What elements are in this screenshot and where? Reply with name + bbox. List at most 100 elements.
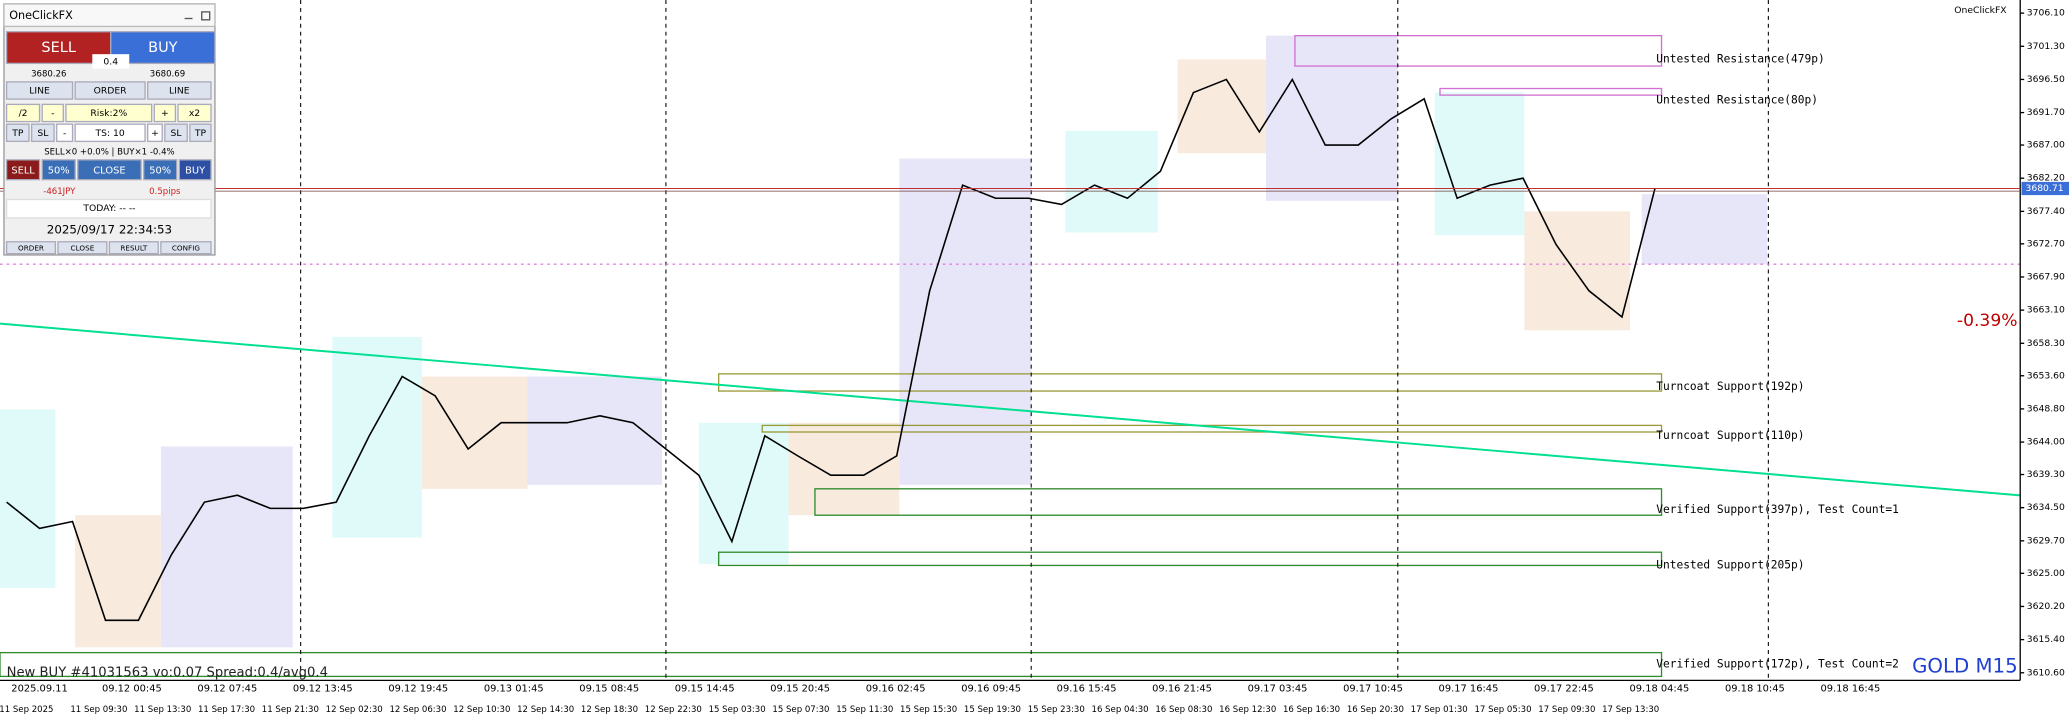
time-label: 09.16 21:45 bbox=[1152, 683, 1212, 694]
date-label: 15 Sep 03:30 bbox=[709, 705, 766, 715]
panel-label[interactable]: SL bbox=[171, 128, 183, 139]
grid-separators bbox=[300, 0, 1769, 681]
zone-label: Verified Support(397p), Test Count=1 bbox=[1656, 503, 1899, 516]
time-label: 09.17 10:45 bbox=[1343, 683, 1403, 694]
panel-button[interactable] bbox=[189, 123, 212, 143]
time-label: 09.16 02:45 bbox=[866, 683, 926, 694]
panel-label[interactable]: ORDER bbox=[94, 86, 128, 97]
panel-label[interactable]: Risk:2% bbox=[90, 108, 127, 119]
date-label: 17 Sep 09:30 bbox=[1538, 705, 1595, 715]
panel-label[interactable]: - bbox=[63, 128, 66, 139]
panel-label[interactable]: TP bbox=[194, 128, 207, 139]
panel-button[interactable] bbox=[74, 123, 146, 143]
date-label: 15 Sep 07:30 bbox=[772, 705, 829, 715]
zone-label: Untested Resistance(479p) bbox=[1656, 52, 1824, 65]
date-label: 12 Sep 10:30 bbox=[453, 705, 510, 715]
panel-label[interactable]: LINE bbox=[169, 86, 190, 97]
pnl: -461JPY bbox=[43, 187, 76, 197]
y-tick-label: 3682.20 bbox=[2027, 173, 2065, 184]
action-label[interactable]: 50% bbox=[48, 165, 70, 176]
panel-button[interactable] bbox=[65, 103, 153, 123]
footer-label[interactable]: ORDER bbox=[18, 243, 44, 252]
panel-label[interactable]: + bbox=[151, 128, 159, 139]
panel-button[interactable] bbox=[30, 123, 55, 143]
spread: 0.4 bbox=[103, 57, 118, 68]
y-tick-label: 3701.30 bbox=[2027, 41, 2065, 52]
panel-button[interactable] bbox=[153, 103, 177, 123]
change-label: -0.39% bbox=[1957, 311, 2018, 331]
date-label: 11 Sep 21:30 bbox=[262, 705, 319, 715]
y-tick-label: 3615.40 bbox=[2027, 634, 2065, 645]
panel-button[interactable] bbox=[41, 103, 64, 123]
date-label: 12 Sep 22:30 bbox=[645, 705, 702, 715]
date-label: 15 Sep 15:30 bbox=[900, 705, 957, 715]
y-tick-label: 3629.70 bbox=[2027, 535, 2065, 546]
y-tick-label: 3687.00 bbox=[2027, 140, 2065, 151]
today-box bbox=[5, 198, 212, 219]
date-label: 15 Sep 19:30 bbox=[964, 705, 1021, 715]
panel-label[interactable]: TP bbox=[11, 128, 24, 139]
time-label: 09.12 19:45 bbox=[388, 683, 448, 694]
date-label: 11 Sep 2025 bbox=[0, 705, 53, 715]
panel-button[interactable] bbox=[5, 81, 74, 100]
footer-button[interactable] bbox=[108, 241, 159, 255]
footer-button[interactable] bbox=[57, 241, 108, 255]
zone-label: Untested Support(205p) bbox=[1656, 558, 1804, 571]
footer-label[interactable]: CONFIG bbox=[172, 243, 200, 252]
footer-label[interactable]: CLOSE bbox=[71, 243, 95, 252]
action-label[interactable]: BUY bbox=[185, 165, 206, 176]
price-line bbox=[6, 77, 1656, 622]
action-button[interactable] bbox=[41, 159, 76, 181]
ask: 3680.69 bbox=[150, 69, 185, 79]
date-label: 15 Sep 11:30 bbox=[836, 705, 893, 715]
y-tick-label: 3706.10 bbox=[2027, 8, 2065, 19]
action-button[interactable] bbox=[5, 159, 41, 181]
zone-label: Untested Resistance(80p) bbox=[1656, 93, 1818, 106]
action-label[interactable]: SELL bbox=[11, 165, 35, 176]
date-label: 17 Sep 01:30 bbox=[1411, 705, 1468, 715]
panel-button[interactable] bbox=[164, 123, 188, 143]
date-label: 12 Sep 02:30 bbox=[326, 705, 383, 715]
panel-label[interactable]: TS: 10 bbox=[94, 128, 124, 139]
panel-label[interactable]: LINE bbox=[29, 86, 50, 97]
action-button[interactable] bbox=[178, 159, 212, 181]
y-tick-label: 3620.20 bbox=[2027, 601, 2065, 612]
y-tick-label: 3691.70 bbox=[2027, 107, 2065, 118]
buy-label[interactable]: BUY bbox=[148, 40, 178, 56]
panel-label[interactable]: - bbox=[51, 108, 54, 119]
maximize-icon[interactable] bbox=[201, 11, 211, 21]
time-label: 09.12 00:45 bbox=[102, 683, 162, 694]
panel-button[interactable] bbox=[56, 123, 74, 143]
panel-label[interactable]: /2 bbox=[19, 108, 28, 119]
panel-label[interactable]: x2 bbox=[189, 108, 200, 119]
footer-label[interactable]: RESULT bbox=[120, 243, 148, 252]
footer-button[interactable] bbox=[160, 241, 212, 255]
action-button[interactable] bbox=[77, 159, 142, 181]
sell-label[interactable]: SELL bbox=[41, 40, 75, 56]
date-label: 15 Sep 23:30 bbox=[1028, 705, 1085, 715]
action-label[interactable]: CLOSE bbox=[93, 165, 125, 176]
zone-label: Turncoat Support(110p) bbox=[1656, 429, 1804, 442]
panel-button[interactable] bbox=[5, 123, 30, 143]
action-label[interactable]: 50% bbox=[149, 165, 171, 176]
panel-button[interactable] bbox=[5, 103, 41, 123]
panel-button[interactable] bbox=[147, 81, 212, 100]
panel-label[interactable]: + bbox=[161, 108, 169, 119]
zone-label: Turncoat Support(192p) bbox=[1656, 380, 1804, 393]
action-button[interactable] bbox=[143, 159, 178, 181]
footer-button[interactable] bbox=[5, 241, 57, 255]
bid: 3680.26 bbox=[31, 69, 66, 79]
time-label: 09.18 16:45 bbox=[1820, 683, 1880, 694]
panel-button[interactable] bbox=[74, 81, 146, 100]
panel-label[interactable]: SL bbox=[37, 128, 49, 139]
panel-button[interactable] bbox=[177, 103, 212, 123]
brand-label: OneClickFX bbox=[1954, 5, 2007, 16]
date-label: 16 Sep 08:30 bbox=[1155, 705, 1212, 715]
panel-button[interactable] bbox=[147, 123, 163, 143]
date-label: 11 Sep 09:30 bbox=[70, 705, 127, 715]
time-label: 09.15 08:45 bbox=[579, 683, 639, 694]
time-label: 09.15 20:45 bbox=[770, 683, 830, 694]
time-label: 09.17 16:45 bbox=[1439, 683, 1499, 694]
